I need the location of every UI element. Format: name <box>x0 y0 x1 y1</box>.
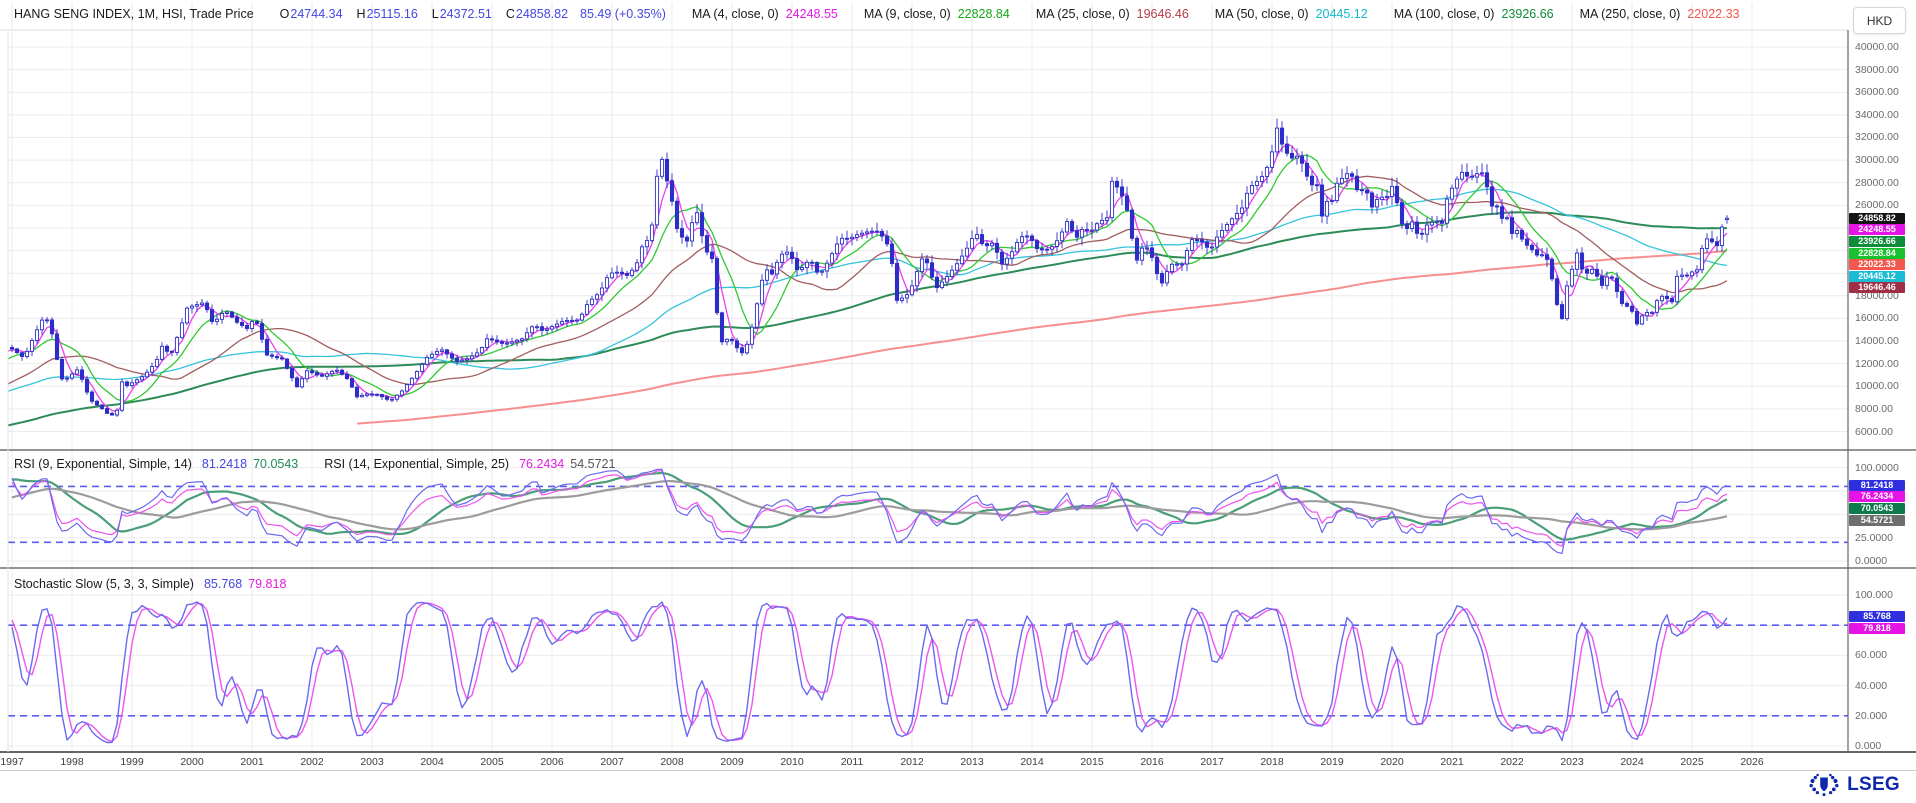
ma-label-ma25: MA (25, close, 0) <box>1035 7 1130 21</box>
ma-legend: MA (4, close, 0) 24248.55 MA (9, close, 0)… <box>666 7 1740 21</box>
lseg-logo: LSEG <box>1807 772 1900 798</box>
ohlc-high-label: H <box>356 7 366 21</box>
rsi-lines <box>11 468 1728 555</box>
gridlines <box>8 3 1848 752</box>
ohlc-close-label: C <box>505 7 515 21</box>
ma-legend-item-ma25: MA (25, close, 0) 19646.46 <box>1036 7 1189 21</box>
ma-value-ma9: 22828.84 <box>957 7 1010 21</box>
ohlc-open-value: 24744.34 <box>290 7 343 21</box>
ohlc-open: O24744.34 <box>280 7 343 21</box>
stoch-d-value: 79.818 <box>248 577 287 591</box>
moving-average-lines <box>8 143 1728 427</box>
candlesticks <box>9 118 1730 417</box>
ma-legend-item-ma250: MA (250, close, 0) 22022.33 <box>1580 7 1740 21</box>
ma-label-ma250: MA (250, close, 0) <box>1579 7 1681 21</box>
stoch-k-value: 85.768 <box>203 577 243 591</box>
lseg-crest-icon <box>1809 773 1839 797</box>
rsi-title-1: RSI (9, Exponential, Simple, 14) <box>14 457 192 471</box>
stochastic-lines <box>11 601 1728 744</box>
ma-legend-item-ma9: MA (9, close, 0) 22828.84 <box>864 7 1010 21</box>
stoch-legend: Stochastic Slow (5, 3, 3, Simple) 85.768… <box>14 577 286 591</box>
rsi-ma-value-2: 54.5721 <box>570 457 616 471</box>
ma-value-ma4: 24248.55 <box>785 7 838 21</box>
currency-button[interactable]: HKD <box>1853 7 1906 34</box>
net-change: 85.49 (+0.35%) <box>580 7 666 21</box>
ma-value-ma100: 23926.66 <box>1501 7 1554 21</box>
main-legend: HANG SENG INDEX, 1M, HSI, Trade Price O2… <box>14 7 1740 21</box>
threshold-bands <box>8 485 1848 717</box>
ohlc-low: L24372.51 <box>432 7 492 21</box>
ma-label-ma100: MA (100, close, 0) <box>1393 7 1495 21</box>
ma-legend-item-ma100: MA (100, close, 0) 23926.66 <box>1394 7 1554 21</box>
rsi-title-2: RSI (14, Exponential, Simple, 25) <box>324 457 510 471</box>
ma-value-ma25: 19646.46 <box>1136 7 1189 21</box>
ohlc-values: O24744.34 H25115.16 L24372.51 C24858.82 <box>254 7 568 21</box>
ma-label-ma50: MA (50, close, 0) <box>1214 7 1309 21</box>
ohlc-close-value: 24858.82 <box>515 7 569 21</box>
rsi-ma-value-1: 70.0543 <box>253 457 299 471</box>
ohlc-close: C24858.82 <box>506 7 568 21</box>
ma-label-ma9: MA (9, close, 0) <box>863 7 951 21</box>
ohlc-high-value: 25115.16 <box>366 7 418 21</box>
rsi-value-1: 81.2418 <box>201 457 248 471</box>
ohlc-low-value: 24372.51 <box>439 7 492 21</box>
panel-borders <box>0 29 1916 771</box>
ohlc-open-label: O <box>279 7 290 21</box>
ohlc-high: H25115.16 <box>357 7 418 21</box>
ma-value-ma250: 22022.33 <box>1687 7 1740 21</box>
ma-label-ma4: MA (4, close, 0) <box>691 7 779 21</box>
ohlc-low-label: L <box>431 7 439 21</box>
ma-legend-item-ma4: MA (4, close, 0) 24248.55 <box>692 7 838 21</box>
rsi-legend: RSI (9, Exponential, Simple, 14) 81.2418… <box>14 457 615 471</box>
stoch-title: Stochastic Slow (5, 3, 3, Simple) <box>14 577 194 591</box>
rsi-value-2: 76.2434 <box>519 457 565 471</box>
ma-legend-item-ma50: MA (50, close, 0) 20445.12 <box>1215 7 1368 21</box>
instrument-title: HANG SENG INDEX, 1M, HSI, Trade Price <box>14 7 254 21</box>
lseg-logo-text: LSEG <box>1847 774 1900 795</box>
ma-value-ma50: 20445.12 <box>1315 7 1368 21</box>
